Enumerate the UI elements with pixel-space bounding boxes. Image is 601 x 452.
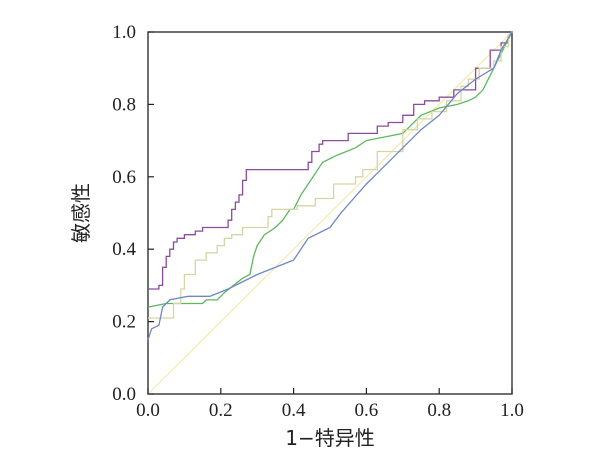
y-tick-label: 0.0 [112, 384, 136, 405]
series-layer [147, 31, 513, 340]
y-tick-label: 0.2 [112, 312, 136, 333]
x-axis-label: 1−特异性 [285, 426, 374, 450]
x-tick-label: 0.0 [136, 400, 160, 421]
x-tick-label: 0.6 [355, 400, 379, 421]
y-tick-label: 0.8 [112, 94, 136, 115]
y-tick-label: 1.0 [112, 22, 136, 43]
reference-diagonal-line [147, 31, 513, 395]
roc-series-line-3 [148, 31, 513, 319]
x-tick-label: 1.0 [500, 400, 524, 421]
roc-series-line-1 [148, 31, 513, 290]
roc-series-line-4 [147, 31, 513, 340]
plot-frame [147, 31, 513, 395]
roc-series-line-2 [147, 31, 513, 308]
x-tick-label: 0.2 [209, 400, 233, 421]
x-axis-ticks: 0.0 0.2 0.4 0.6 0.8 1.0 [136, 388, 524, 421]
x-tick-label: 0.8 [427, 400, 451, 421]
reference-line-group [147, 31, 513, 395]
y-axis-label: 敏感性 [69, 183, 93, 243]
y-tick-label: 0.6 [112, 167, 136, 188]
axes [147, 31, 513, 395]
x-tick-label: 0.4 [282, 400, 306, 421]
y-axis-ticks: 0.0 0.2 0.4 0.6 0.8 1.0 [112, 22, 154, 405]
y-tick-label: 0.4 [112, 239, 136, 260]
